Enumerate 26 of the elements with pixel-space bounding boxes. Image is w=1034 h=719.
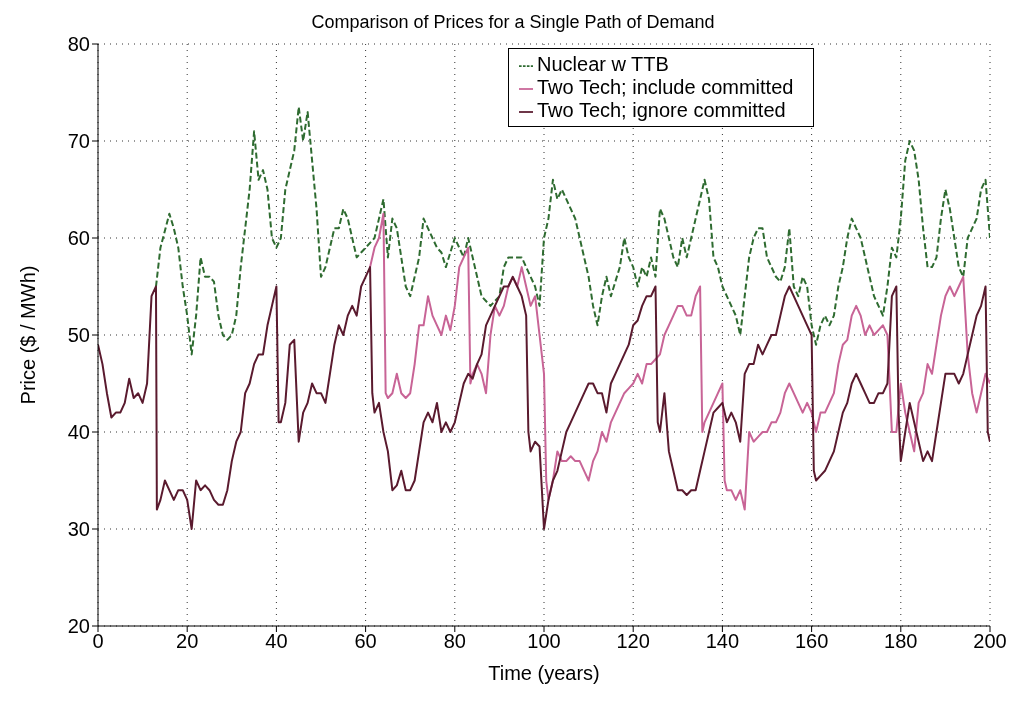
line-series xyxy=(369,212,990,511)
legend-label: Nuclear w TTB xyxy=(537,53,669,75)
legend-label: Two Tech; ignore committed xyxy=(537,99,786,121)
y-tick-label: 80 xyxy=(67,33,90,56)
y-tick-label: 50 xyxy=(67,324,90,347)
x-tick-label: 140 xyxy=(705,630,740,653)
y-tick-label: 60 xyxy=(67,227,90,250)
x-axis-title: Time (years) xyxy=(488,662,600,684)
y-axis-title: Price ($ / MWh) xyxy=(17,265,40,405)
x-tick-label: 120 xyxy=(616,630,650,653)
x-tick-label: 100 xyxy=(527,630,561,653)
x-tick-label: 80 xyxy=(443,630,466,653)
x-tick-label: 60 xyxy=(354,630,377,653)
x-tick-label: 200 xyxy=(973,630,1007,653)
y-tick-label: 20 xyxy=(67,615,90,638)
y-tick-label: 70 xyxy=(67,130,90,153)
chart-title: Comparison of Prices for a Single Path of Demand xyxy=(311,12,715,32)
y-tick-label: 30 xyxy=(67,518,90,541)
x-tick-label: 0 xyxy=(92,630,104,653)
x-tick-label: 20 xyxy=(176,630,199,653)
line-series xyxy=(98,266,990,530)
x-tick-label: 160 xyxy=(794,630,829,653)
x-tick-label: 40 xyxy=(265,630,288,653)
y-tick-label: 40 xyxy=(67,421,90,444)
legend-label: Two Tech; include committed xyxy=(537,76,794,98)
x-tick-label: 180 xyxy=(884,630,918,653)
